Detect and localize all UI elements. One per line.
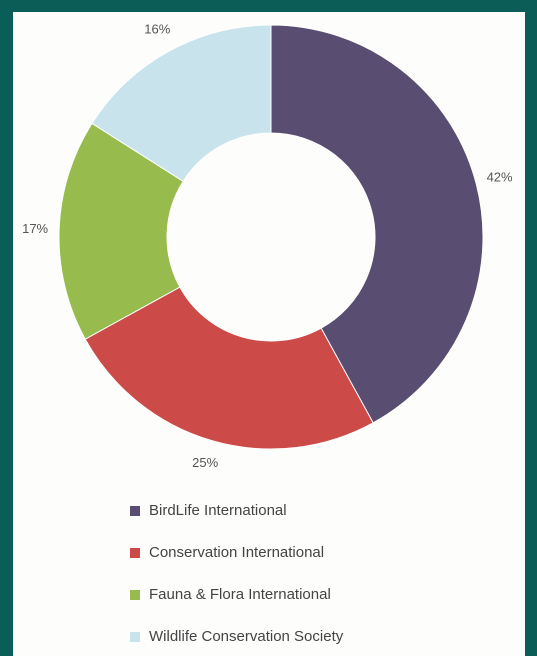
data-label-wildlife: 16% xyxy=(144,22,170,37)
legend: BirdLife International Conservation Inte… xyxy=(130,500,343,656)
legend-label-fauna-flora: Fauna & Flora International xyxy=(149,586,331,603)
legend-item-fauna-flora: Fauna & Flora International xyxy=(130,584,343,605)
donut-data-labels: 42% 25% 17% 16% xyxy=(22,22,513,470)
legend-swatch-birdlife xyxy=(130,505,140,516)
slice-wildlife xyxy=(91,24,272,182)
donut-chart: 42% 25% 17% 16% xyxy=(22,22,513,470)
data-label-conservation: 25% xyxy=(192,455,218,470)
legend-label-conservation: Conservation International xyxy=(149,544,325,561)
chart-panel: 42% 25% 17% 16% BirdLife International Cons… xyxy=(13,12,525,656)
legend-swatch-fauna-flora xyxy=(130,589,140,600)
data-label-fauna-flora: 17% xyxy=(22,221,48,236)
slice-birdlife xyxy=(270,24,484,424)
legend-item-conservation: Conservation International xyxy=(130,542,343,563)
legend-swatch-conservation xyxy=(130,547,140,558)
donut-slices xyxy=(58,24,484,450)
legend-swatch-wildlife xyxy=(130,631,140,642)
slice-fauna-flora xyxy=(58,122,184,340)
legend-label-birdlife: BirdLife International xyxy=(149,502,287,519)
legend-item-wildlife: Wildlife Conservation Society xyxy=(130,626,343,647)
data-label-birdlife: 42% xyxy=(487,170,513,185)
slice-conservation xyxy=(84,286,374,450)
legend-item-birdlife: BirdLife International xyxy=(130,500,343,521)
legend-label-wildlife: Wildlife Conservation Society xyxy=(149,628,344,645)
